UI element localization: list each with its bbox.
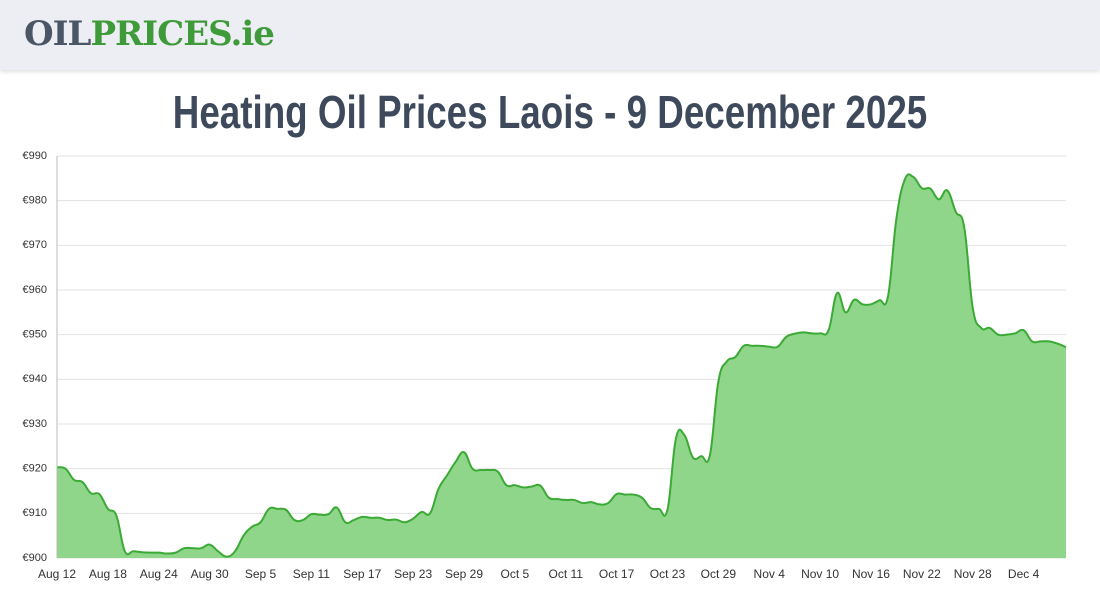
chart-title: Heating Oil Prices Laois - 9 December 20… (173, 86, 927, 138)
logo-text: OIL (24, 14, 91, 54)
x-tick-label: Aug 12 (38, 567, 76, 581)
x-tick-label: Aug 30 (191, 567, 229, 581)
logo-text: PRICES.ie (90, 14, 274, 54)
x-tick-label: Nov 22 (903, 567, 941, 581)
x-tick-label: Aug 18 (89, 567, 127, 581)
x-tick-label: Sep 17 (343, 567, 381, 581)
area (57, 174, 1066, 558)
x-tick-label: Oct 5 (501, 567, 530, 581)
x-tick-label: Nov 10 (801, 567, 839, 581)
y-tick-label: €930 (23, 418, 47, 430)
y-tick-label: €920 (23, 463, 47, 475)
y-tick-label: €910 (23, 507, 47, 519)
header: OILPRICES.ie (0, 0, 1100, 70)
y-tick-label: €950 (23, 329, 47, 341)
y-tick-label: €970 (23, 239, 47, 251)
y-tick-label: €940 (23, 373, 47, 385)
x-tick-label: Sep 29 (445, 567, 483, 581)
x-tick-label: Sep 23 (394, 567, 432, 581)
y-tick-label: €960 (23, 284, 47, 296)
x-tick-label: Oct 29 (701, 567, 737, 581)
x-tick-label: Oct 23 (650, 567, 686, 581)
y-tick-label: €980 (23, 195, 47, 207)
x-tick-label: Sep 5 (245, 567, 277, 581)
x-tick-label: Nov 16 (852, 567, 890, 581)
x-tick-label: Nov 4 (754, 567, 786, 581)
x-tick-label: Sep 11 (293, 567, 330, 581)
x-tick-label: Dec 4 (1008, 567, 1040, 581)
x-tick-label: Oct 11 (549, 567, 584, 581)
x-tick-label: Oct 17 (599, 567, 635, 581)
line (56, 173, 1067, 558)
y-tick-label: €990 (23, 150, 47, 162)
logo[interactable]: OILPRICES.ie (24, 14, 275, 54)
x-tick-label: Nov 28 (954, 567, 992, 581)
x-tick-label: Aug 24 (140, 567, 178, 581)
y-tick-label: €900 (23, 552, 47, 564)
